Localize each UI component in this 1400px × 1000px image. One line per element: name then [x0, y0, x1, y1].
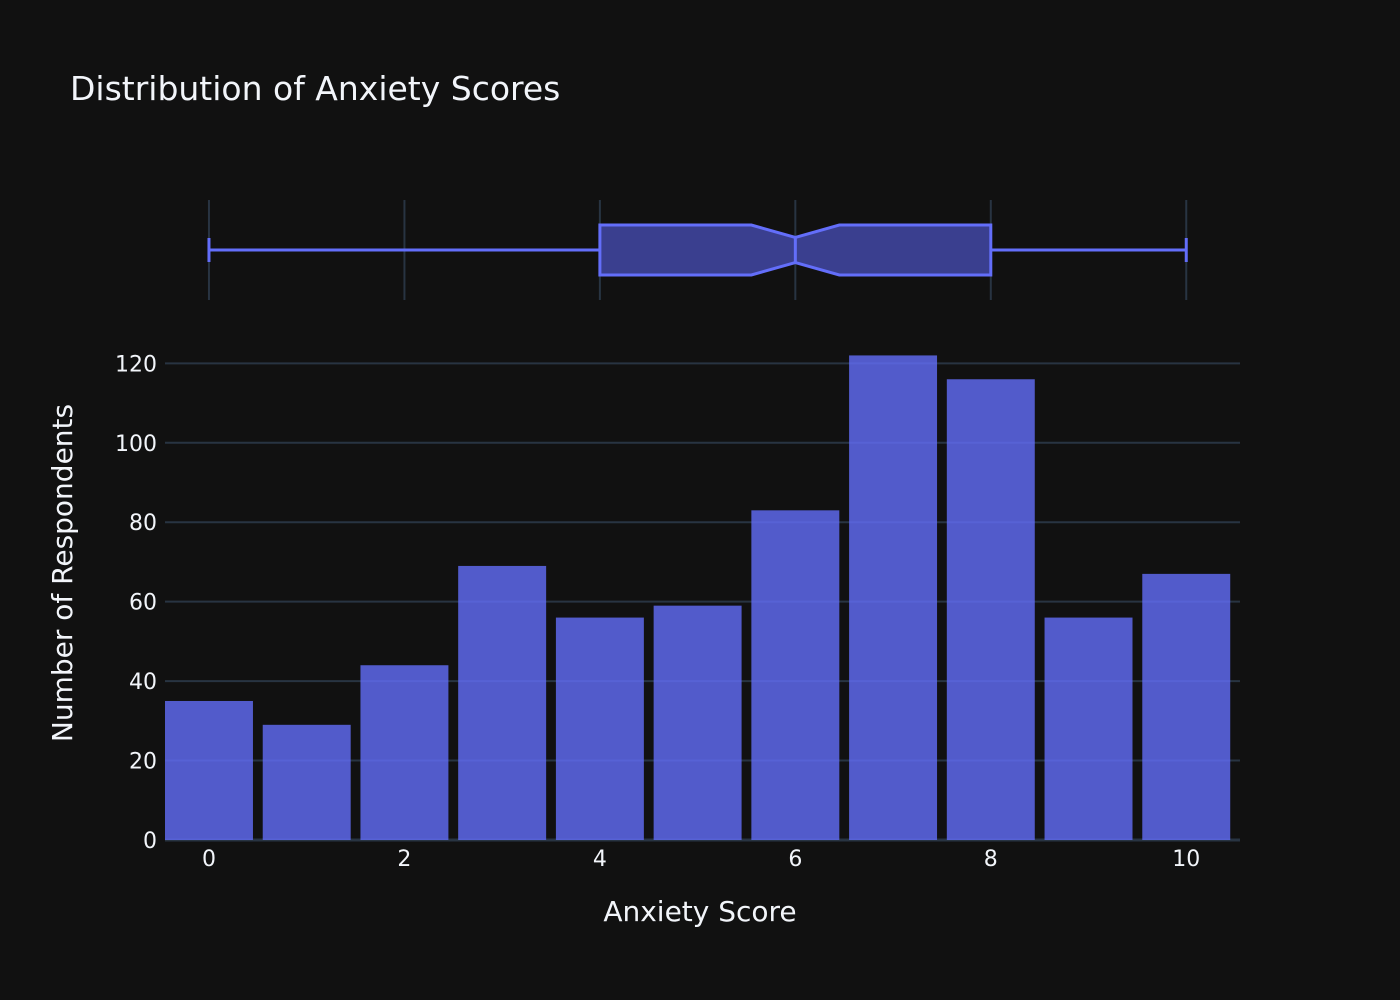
histogram-bars [165, 355, 1231, 840]
x-tick-label: 6 [788, 847, 802, 872]
x-tick-label: 4 [593, 847, 607, 872]
histogram-bar [946, 379, 1035, 840]
y-tick-label: 80 [129, 511, 157, 536]
chart-title: Distribution of Anxiety Scores [70, 69, 560, 108]
histogram-bar [555, 617, 644, 840]
x-tick-label: 2 [397, 847, 411, 872]
x-tick-label: 8 [984, 847, 998, 872]
x-tick-label: 10 [1172, 847, 1200, 872]
histogram-bar [653, 605, 742, 840]
histogram-bar [165, 700, 253, 840]
x-axis-tick-labels: 0 2 4 6 8 10 [202, 847, 1200, 872]
histogram-bar [1142, 573, 1231, 840]
histogram-bar [458, 565, 547, 840]
y-tick-label: 40 [129, 670, 157, 695]
y-axis-title: Number of Respondents [46, 404, 79, 742]
histogram-bar [262, 724, 351, 840]
marginal-box-plot [207, 223, 1188, 277]
x-axis-title: Anxiety Score [603, 895, 796, 928]
y-tick-label: 60 [129, 591, 157, 616]
y-tick-label: 20 [129, 750, 157, 775]
histogram-bar [1044, 617, 1133, 840]
histogram-bar [849, 355, 938, 840]
x-tick-label: 0 [202, 847, 216, 872]
histogram-bar [751, 510, 840, 840]
y-tick-label: 100 [115, 432, 157, 457]
histogram-bar [360, 665, 449, 840]
y-tick-label: 0 [143, 829, 157, 854]
y-axis-tick-labels: 0 20 40 60 80 100 120 [115, 352, 157, 854]
y-tick-label: 120 [115, 352, 157, 377]
